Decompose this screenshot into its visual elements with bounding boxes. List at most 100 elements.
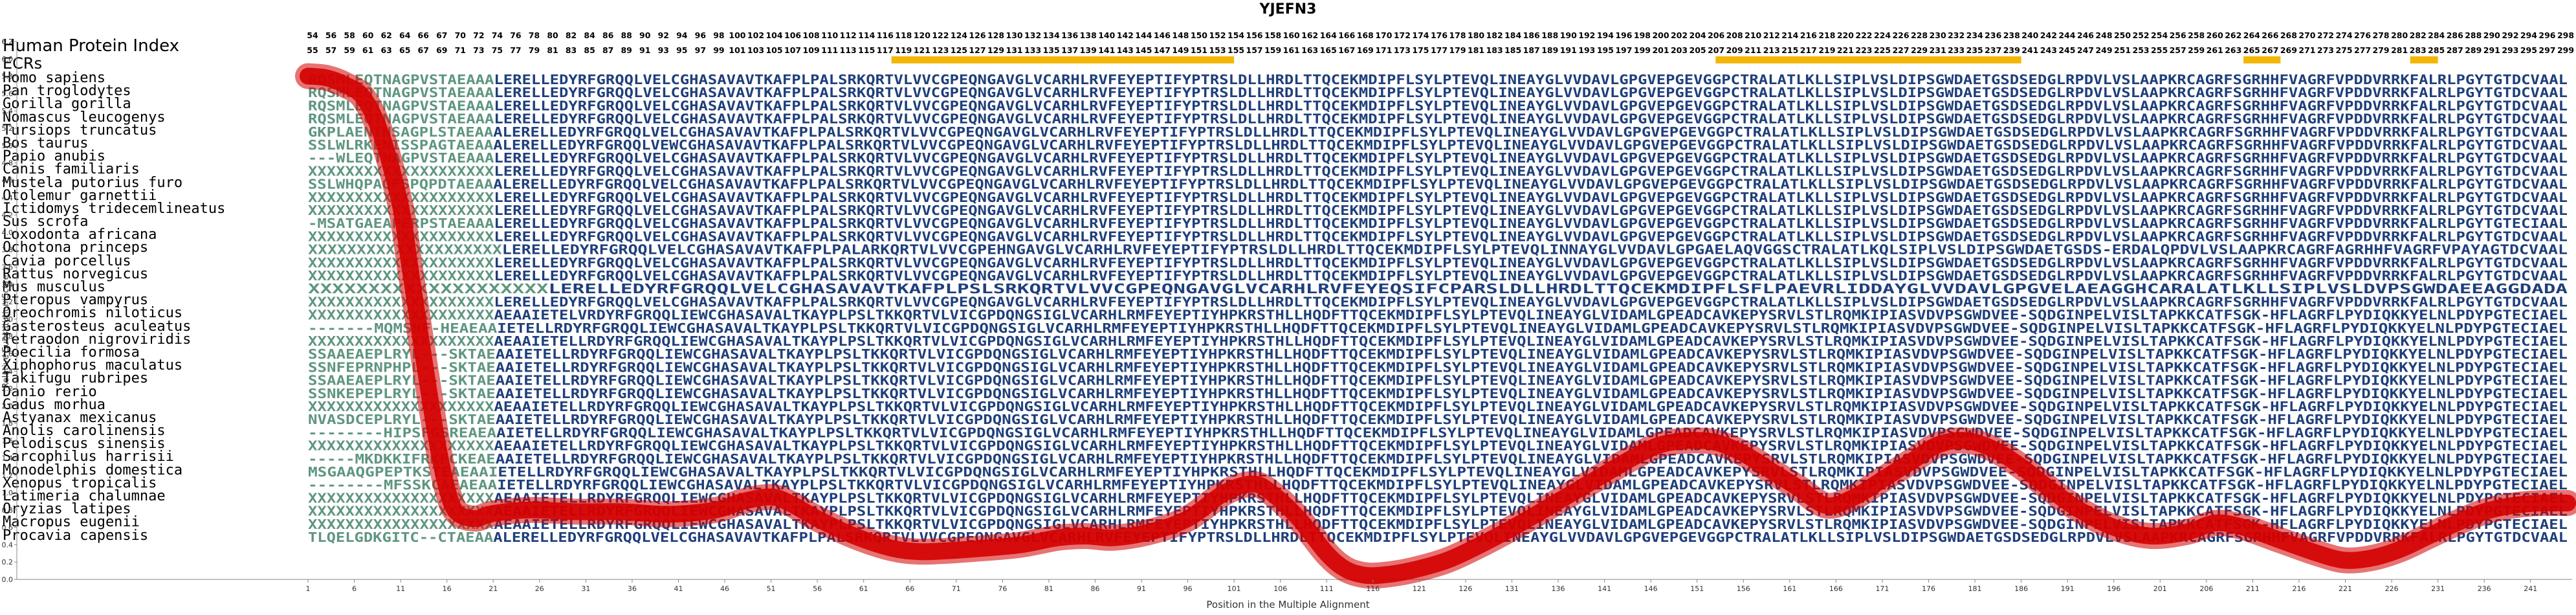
human-protein-index-header: Human Protein Index [3, 36, 180, 56]
x-tick-label: 206 [2199, 585, 2213, 593]
human-index-label: 179 [1449, 45, 1466, 55]
human-index-label: 168 [1357, 30, 1374, 40]
human-index-label: 240 [2021, 30, 2038, 40]
ecr-bar [891, 56, 1235, 63]
human-index-label: 224 [1874, 30, 1891, 40]
human-index-label: 288 [2465, 30, 2482, 40]
human-index-label: 272 [2317, 30, 2334, 40]
alignment-row: -------MQMSHF-HEAEAA IETELLRDYRFGRQQLIEWC… [308, 320, 2568, 336]
alignment-row: RQSMLEQTNAGPVSTAEAAA LERELLEDYRFGRQQLVELC… [308, 85, 2568, 100]
human-index-label: 95 [676, 45, 687, 55]
x-tick-label: 201 [2153, 585, 2167, 593]
organism-name: Oryzias latipes [3, 501, 131, 518]
human-index-label: 78 [529, 30, 540, 40]
human-index-label: 135 [1043, 45, 1060, 55]
human-index-label: 147 [1154, 45, 1171, 55]
human-index-label: 175 [1412, 45, 1429, 55]
organism-name: Gasterosteus aculeatus [3, 318, 192, 335]
human-index-label: 214 [1781, 30, 1798, 40]
organism-name: Canis familiaris [3, 161, 140, 178]
human-index-label: 286 [2447, 30, 2463, 40]
human-index-label: 197 [1615, 45, 1632, 55]
human-index-label: 66 [418, 30, 430, 40]
human-index-label: 144 [1135, 30, 1152, 40]
human-index-label: 284 [2428, 30, 2445, 40]
x-tick-label: 166 [1829, 585, 1843, 593]
substitution-curve [295, 63, 2576, 589]
human-index-label: 230 [1930, 30, 1946, 40]
human-index-label: 81 [547, 45, 558, 55]
human-index-label: 146 [1154, 30, 1171, 40]
organism-name: Mustela putorius furo [3, 174, 183, 191]
human-index-label: 76 [510, 30, 522, 40]
ecr-bar [2243, 56, 2281, 63]
human-index-label: 151 [1191, 45, 1207, 55]
x-tick-label: 66 [905, 585, 914, 593]
x-tick-label: 16 [443, 585, 452, 593]
human-index-label: 119 [895, 45, 912, 55]
x-tick-label: 186 [2014, 585, 2028, 593]
human-index-label: 148 [1172, 30, 1189, 40]
alignment-row: XXXXXXXXXXXXXXXXXXXX AEAAIETELLRDYRFGRQQL… [308, 333, 2568, 349]
x-tick-label: 216 [2292, 585, 2306, 593]
x-axis-label: Position in the Multiple Alignment [1206, 599, 1370, 610]
human-index-label: 291 [2483, 45, 2500, 55]
alignment-row: RQSMLEQTNAGPVSTAEAAA LERELLEDYRFGRQQLVELC… [308, 72, 2568, 87]
alignment-row: XXXXXXXXXXXXXXXXXXXX AEAAIETELLRDYRFGRQQL… [308, 399, 2568, 414]
human-index-label: 237 [1985, 45, 2001, 55]
human-index-label: 121 [914, 45, 930, 55]
y-tick-label: 2.8 [2, 333, 14, 341]
x-tick-label: 116 [1366, 585, 1380, 593]
human-index-label: 67 [418, 45, 429, 55]
human-index-label: 200 [1652, 30, 1669, 40]
x-tick-label: 21 [489, 585, 498, 593]
human-index-label: 143 [1117, 45, 1134, 55]
human-index-label: 253 [2133, 45, 2150, 55]
human-index-label: 75 [492, 45, 503, 55]
human-index-label: 72 [473, 30, 484, 40]
y-tick-label: 5.0 [2, 142, 14, 150]
human-index-label: 140 [1098, 30, 1115, 40]
organism-name: Tetraodon nigroviridis [3, 331, 192, 348]
human-index-label: 114 [858, 30, 875, 40]
human-index-label: 102 [747, 30, 764, 40]
human-index-label: 192 [1578, 30, 1595, 40]
human-index-label: 155 [1227, 45, 1244, 55]
human-index-label: 166 [1338, 30, 1355, 40]
human-index-label: 189 [1541, 45, 1558, 55]
human-index-label: 223 [1855, 45, 1872, 55]
human-index-label: 93 [658, 45, 669, 55]
human-index-label: 161 [1283, 45, 1300, 55]
x-tick-label: 211 [2246, 585, 2260, 593]
human-index-label: 105 [765, 45, 782, 55]
x-tick-label: 241 [2524, 585, 2537, 593]
organism-name: Pelodiscus sinensis [3, 436, 166, 453]
organism-name: Rattus norvegicus [3, 265, 149, 282]
human-index-label: 83 [566, 45, 577, 55]
human-index-label: 252 [2133, 30, 2150, 40]
human-index-label: 180 [1468, 30, 1484, 40]
organism-name: Loxodonta africana [3, 227, 157, 243]
x-tick-label: 26 [535, 585, 544, 593]
human-index-label: 217 [1800, 45, 1817, 55]
x-tick-label: 51 [767, 585, 776, 593]
human-index-label: 130 [1006, 30, 1023, 40]
human-index-label: 158 [1264, 30, 1281, 40]
human-index-label: 138 [1080, 30, 1097, 40]
y-tick-label: 0.8 [2, 506, 14, 515]
human-index-label: 70 [455, 30, 467, 40]
ecr-bars [891, 56, 2438, 63]
human-index-label: 195 [1597, 45, 1614, 55]
alignment-row: XXXXXXXXXXXXXXXXXXXX LERELLEDYRFGRQQLVELC… [308, 255, 2568, 271]
human-index-label: 194 [1597, 30, 1614, 40]
human-index-label: 88 [621, 30, 632, 40]
organism-name: Macropus eugenii [3, 514, 140, 531]
human-index-label: 98 [713, 30, 724, 40]
human-index-label: 247 [2077, 45, 2094, 55]
human-index-label: 112 [840, 30, 857, 40]
human-index-label: 142 [1117, 30, 1134, 40]
y-tick-label: 5.8 [2, 73, 14, 81]
organism-name: Papio anubis [3, 148, 105, 165]
y-tick-label: 0.6 [2, 524, 14, 532]
